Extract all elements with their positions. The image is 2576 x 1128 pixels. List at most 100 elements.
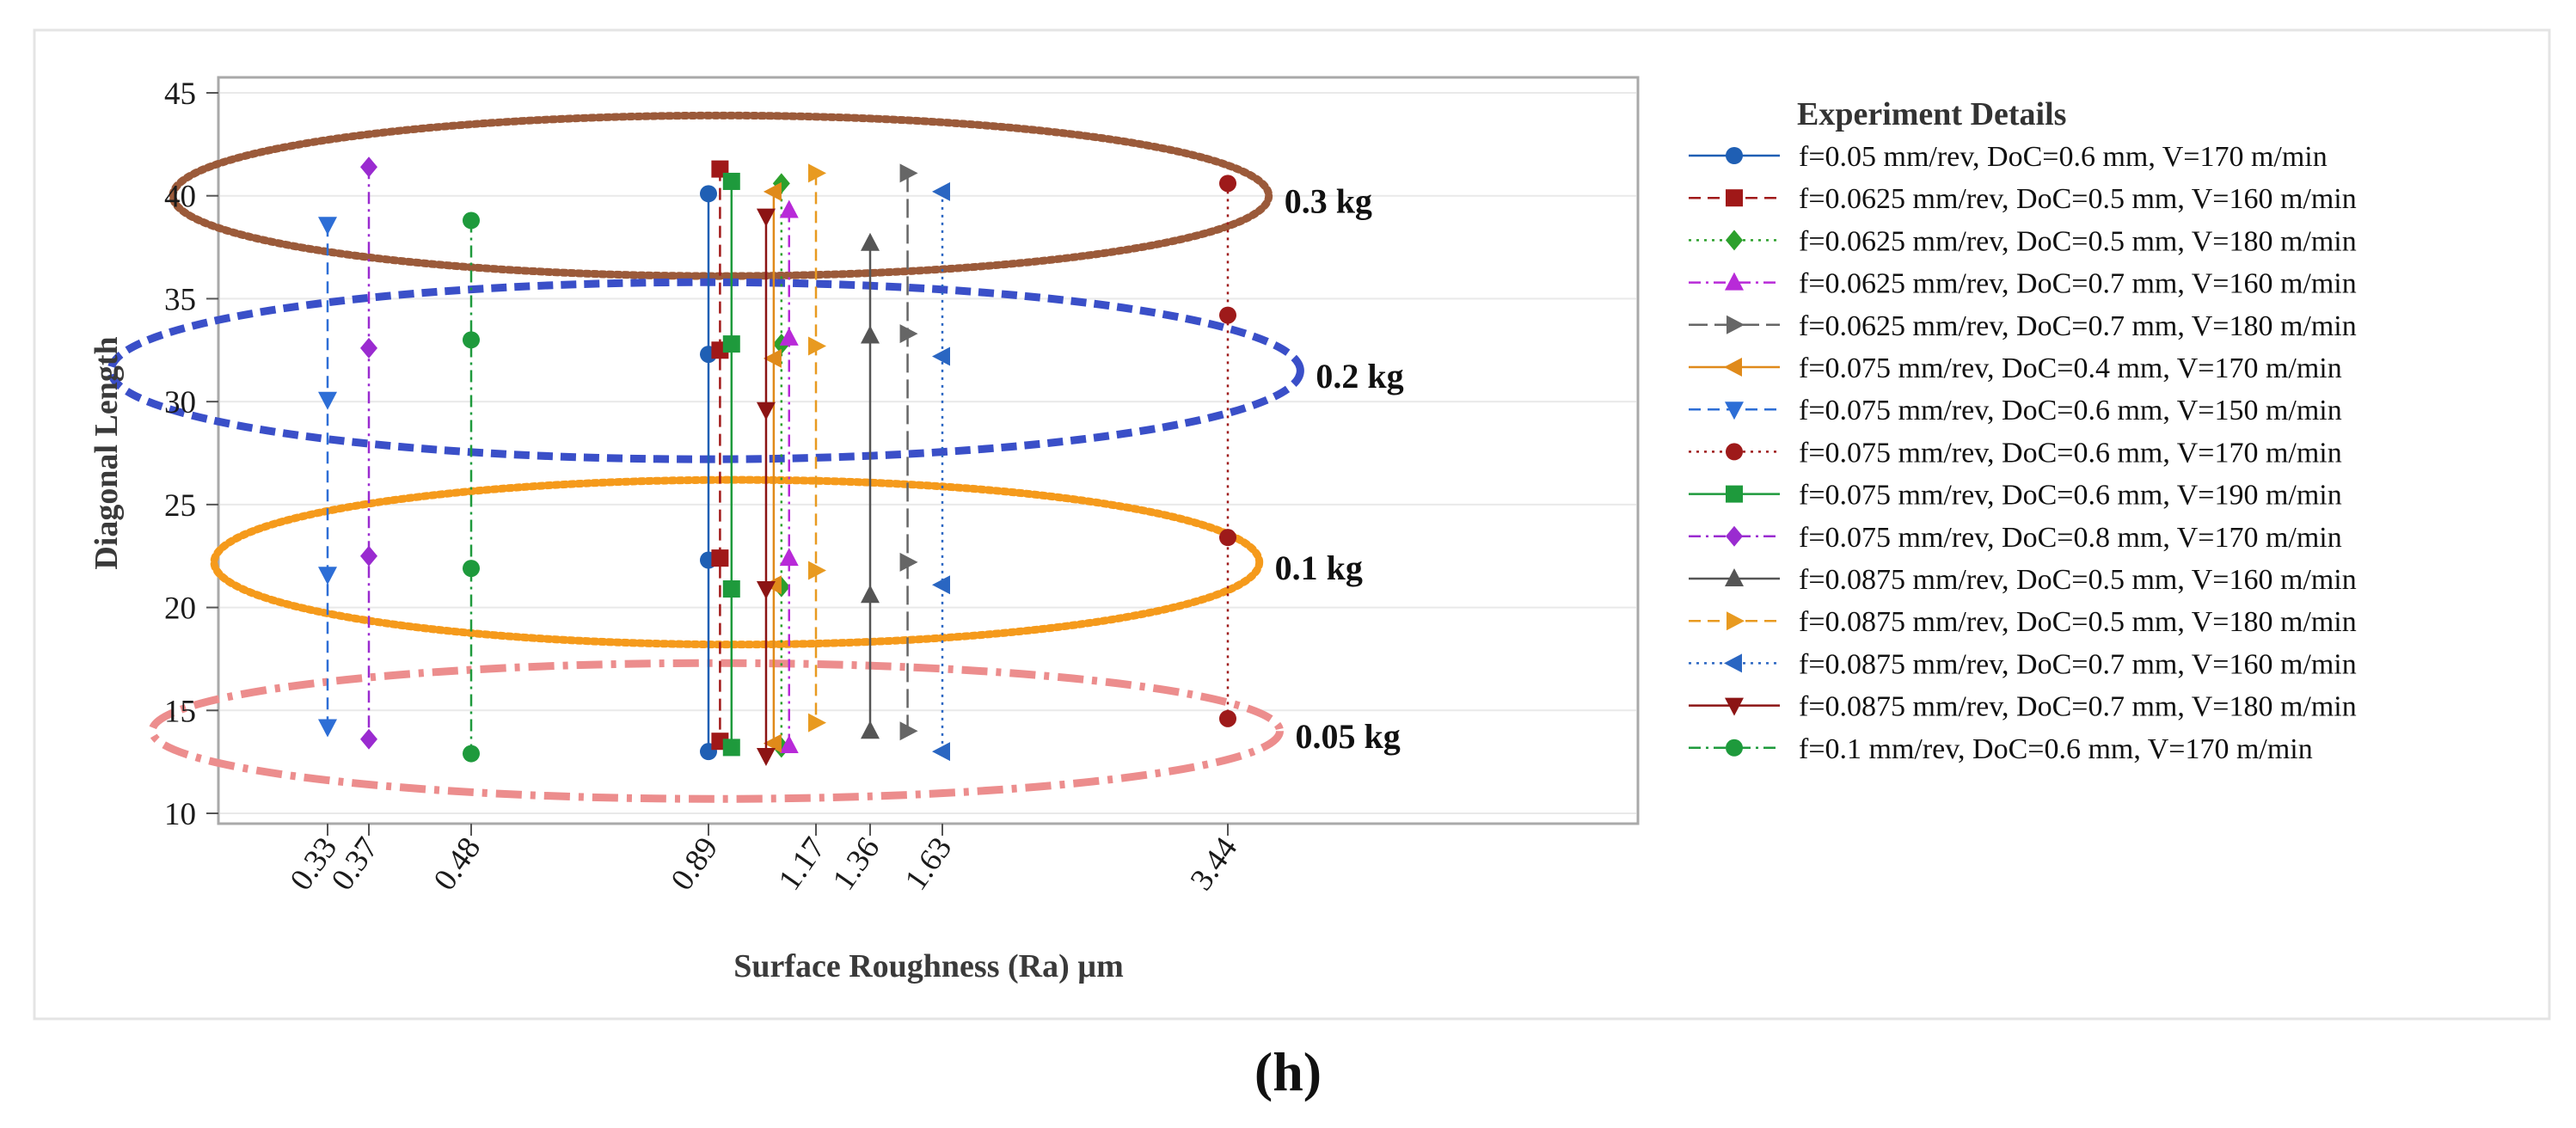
data-point — [932, 742, 950, 762]
legend-marker — [1726, 443, 1743, 461]
load-ellipse — [169, 111, 1273, 280]
x-axis-title: Surface Roughness (Ra) µm — [733, 948, 1124, 984]
data-point — [899, 721, 918, 741]
legend-label: f=0.0625 mm/rev, DoC=0.7 mm, V=180 m/min — [1799, 310, 2357, 342]
legend-item: f=0.0875 mm/rev, DoC=0.5 mm, V=160 m/min — [1689, 564, 2357, 596]
data-series — [756, 208, 776, 766]
data-point — [932, 181, 950, 201]
data-series — [360, 156, 377, 750]
legend-label: f=0.0625 mm/rev, DoC=0.5 mm, V=160 m/min — [1799, 183, 2357, 215]
data-point — [722, 335, 740, 353]
legend-title: Experiment Details — [1797, 96, 2066, 132]
legend-marker — [1725, 402, 1744, 420]
data-point — [861, 585, 880, 604]
legend-item: f=0.075 mm/rev, DoC=0.8 mm, V=170 m/min — [1689, 522, 2342, 554]
legend-marker — [1725, 568, 1744, 586]
legend-marker — [1726, 525, 1743, 547]
data-series — [463, 212, 480, 763]
data-point — [899, 552, 918, 572]
legend-label: f=0.075 mm/rev, DoC=0.8 mm, V=170 m/min — [1799, 522, 2342, 554]
legend-item: f=0.0875 mm/rev, DoC=0.5 mm, V=180 m/min — [1689, 606, 2357, 638]
y-tick-label: 10 — [164, 797, 196, 832]
legend-label: f=0.075 mm/rev, DoC=0.6 mm, V=170 m/min — [1799, 437, 2342, 469]
data-point — [1219, 306, 1236, 324]
legend-item: f=0.05 mm/rev, DoC=0.6 mm, V=170 m/min — [1689, 141, 2328, 173]
data-point — [1219, 175, 1236, 193]
data-point — [360, 728, 377, 750]
data-point — [318, 217, 337, 236]
legend-marker — [1725, 272, 1744, 291]
data-point — [318, 391, 337, 410]
data-point — [463, 560, 480, 578]
series-layer — [318, 156, 1236, 766]
legend-label: f=0.05 mm/rev, DoC=0.6 mm, V=170 m/min — [1799, 141, 2328, 173]
legend-label: f=0.0875 mm/rev, DoC=0.7 mm, V=180 m/min — [1799, 691, 2357, 723]
data-point — [861, 232, 880, 251]
data-point — [861, 325, 880, 344]
legend-label: f=0.0875 mm/rev, DoC=0.5 mm, V=160 m/min — [1799, 564, 2357, 596]
y-axis-ticks: 10 15 20 25 30 35 40 45 — [164, 77, 218, 832]
data-point — [1219, 709, 1236, 727]
data-point — [779, 327, 799, 346]
data-point — [722, 172, 740, 190]
legend-label: f=0.0625 mm/rev, DoC=0.7 mm, V=160 m/min — [1799, 268, 2357, 300]
data-point — [808, 561, 826, 580]
legend-marker — [1724, 358, 1742, 377]
legend-marker — [1726, 230, 1743, 251]
grid — [220, 92, 1636, 814]
legend-item: f=0.0625 mm/rev, DoC=0.5 mm, V=160 m/min — [1689, 183, 2357, 215]
y-tick-label: 20 — [164, 592, 196, 627]
legend-item: f=0.0875 mm/rev, DoC=0.7 mm, V=180 m/min — [1689, 691, 2357, 723]
load-ellipse — [148, 659, 1285, 803]
data-point — [932, 346, 950, 366]
data-point — [808, 336, 826, 356]
data-point — [932, 575, 950, 595]
y-tick-label: 40 — [164, 180, 196, 215]
legend-item: f=0.075 mm/rev, DoC=0.6 mm, V=170 m/min — [1689, 437, 2342, 469]
legend-marker — [1726, 189, 1743, 207]
data-point — [763, 733, 782, 753]
data-point — [779, 548, 799, 567]
y-tick-label: 30 — [164, 385, 196, 420]
legend-item: f=0.0625 mm/rev, DoC=0.7 mm, V=180 m/min — [1689, 310, 2357, 342]
data-point — [763, 181, 782, 201]
load-ellipse — [107, 278, 1304, 463]
load-label: 0.2 kg — [1316, 357, 1403, 395]
legend-label: f=0.075 mm/rev, DoC=0.6 mm, V=190 m/min — [1799, 480, 2342, 512]
data-point — [1219, 529, 1236, 547]
data-point — [861, 720, 880, 739]
load-label: 0.05 kg — [1296, 717, 1401, 756]
legend-marker — [1726, 485, 1743, 503]
figure-panel — [33, 28, 2551, 1021]
legend: Experiment Details f=0.05 mm/rev, DoC=0.… — [1689, 96, 2357, 765]
legend-marker — [1726, 147, 1743, 164]
data-series — [932, 181, 950, 762]
data-point — [808, 163, 826, 183]
data-point — [722, 739, 740, 757]
legend-marker — [1727, 611, 1745, 631]
data-point — [756, 747, 776, 766]
data-point — [808, 713, 826, 733]
y-tick-label: 15 — [164, 694, 196, 729]
data-series — [861, 232, 880, 739]
data-point — [463, 212, 480, 230]
data-point — [463, 745, 480, 763]
data-series — [1219, 175, 1236, 727]
legend-marker — [1725, 697, 1744, 716]
data-point — [722, 580, 740, 598]
data-point — [756, 402, 776, 420]
data-point — [463, 331, 480, 349]
data-point — [360, 545, 377, 567]
data-series — [318, 217, 337, 738]
load-label: 0.1 kg — [1275, 549, 1363, 587]
legend-item: f=0.075 mm/rev, DoC=0.4 mm, V=170 m/min — [1689, 352, 2342, 384]
data-series — [899, 163, 918, 741]
data-point — [711, 549, 729, 567]
legend-label: f=0.075 mm/rev, DoC=0.4 mm, V=170 m/min — [1799, 352, 2342, 384]
legend-label: f=0.0875 mm/rev, DoC=0.7 mm, V=160 m/min — [1799, 648, 2357, 680]
data-point — [779, 199, 799, 218]
legend-label: f=0.1 mm/rev, DoC=0.6 mm, V=170 m/min — [1799, 733, 2313, 765]
data-point — [763, 348, 782, 368]
legend-item: f=0.1 mm/rev, DoC=0.6 mm, V=170 m/min — [1689, 733, 2313, 765]
